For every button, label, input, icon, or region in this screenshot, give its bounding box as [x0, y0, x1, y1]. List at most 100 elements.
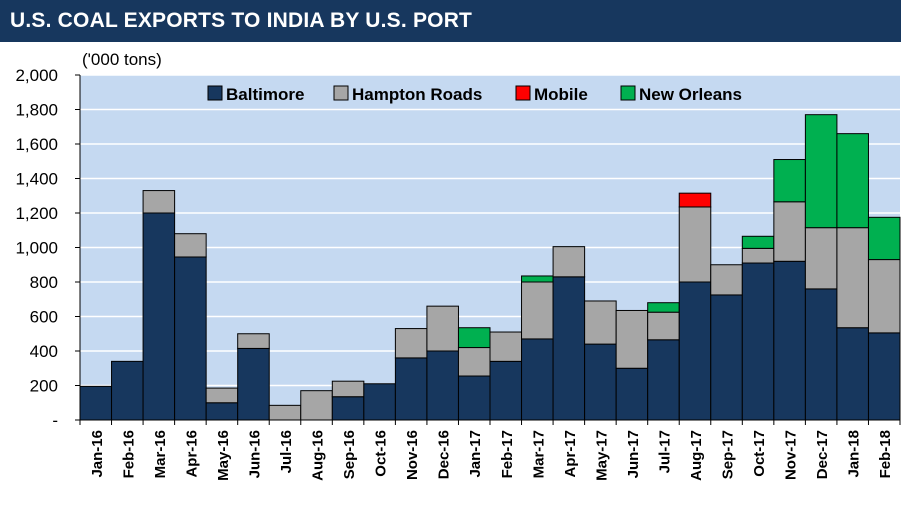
- bar-hampton-roads-sep-17: [710, 264, 743, 296]
- bar-baltimore-feb-16: [111, 360, 144, 421]
- x-tick-label: Dec-17: [814, 430, 831, 479]
- bar-hampton-roads-aug-16: [300, 390, 333, 421]
- x-tick-label: Oct-17: [751, 430, 768, 477]
- bar-baltimore-nov-16: [394, 357, 428, 421]
- legend-item-new-orleans: New Orleans: [620, 85, 742, 104]
- bar-hampton-roads-apr-16: [174, 233, 207, 258]
- bar-baltimore-feb-18: [867, 332, 901, 421]
- legend-label: Mobile: [534, 85, 588, 104]
- bar-mobile-aug-17: [678, 192, 712, 208]
- bar-hampton-roads-dec-17: [804, 227, 838, 290]
- bar-baltimore-oct-17: [741, 262, 775, 421]
- bar-new-orleans-oct-17: [741, 235, 775, 249]
- bar-new-orleans-jan-18: [836, 133, 869, 229]
- legend-swatch: [207, 85, 223, 101]
- bar-hampton-roads-nov-17: [773, 201, 806, 262]
- bar-baltimore-jan-17: [457, 375, 491, 421]
- unit-label: ('000 tons): [82, 50, 162, 69]
- bar-new-orleans-dec-17: [804, 114, 838, 229]
- legend-label: New Orleans: [639, 85, 742, 104]
- bar-baltimore-jun-17: [615, 367, 649, 421]
- x-tick-label: Oct-16: [373, 430, 390, 477]
- x-tick-label: May-16: [215, 430, 232, 481]
- y-tick-label: 1,400: [15, 170, 58, 189]
- title-bar: U.S. COAL EXPORTS TO INDIA BY U.S. PORT: [0, 0, 901, 42]
- bar-hampton-roads-jun-17: [615, 309, 649, 369]
- bar-baltimore-oct-16: [363, 383, 396, 421]
- bar-baltimore-mar-17: [521, 338, 554, 421]
- bar-new-orleans-nov-17: [773, 159, 806, 203]
- bar-hampton-roads-feb-18: [867, 259, 901, 334]
- x-tick-label: May-17: [593, 430, 610, 481]
- x-tick-label: Apr-16: [183, 430, 200, 478]
- x-tick-label: Jul-17: [656, 430, 673, 473]
- bar-new-orleans-feb-18: [867, 216, 901, 261]
- x-tick-label: Feb-17: [499, 430, 516, 478]
- y-tick-label: 600: [30, 308, 58, 327]
- x-tick-label: Jan-16: [89, 430, 106, 478]
- bar-hampton-roads-dec-16: [426, 305, 459, 352]
- y-tick-label: 400: [30, 342, 58, 361]
- legend-item-hampton-roads: Hampton Roads: [333, 85, 482, 104]
- bar-baltimore-dec-17: [804, 288, 838, 421]
- bar-hampton-roads-apr-17: [552, 246, 586, 278]
- bar-baltimore-sep-17: [710, 294, 743, 421]
- bar-baltimore-jul-17: [647, 339, 680, 421]
- bar-new-orleans-jan-17: [457, 327, 491, 349]
- bar-hampton-roads-jan-17: [457, 347, 491, 377]
- bar-hampton-roads-mar-17: [521, 281, 554, 340]
- bar-hampton-roads-feb-17: [489, 331, 523, 362]
- bar-new-orleans-jul-17: [647, 302, 680, 313]
- bar-baltimore-sep-16: [331, 396, 365, 421]
- bar-baltimore-nov-17: [773, 260, 806, 421]
- y-tick-label: 800: [30, 273, 58, 292]
- bar-hampton-roads-jun-16: [237, 333, 270, 349]
- bar-baltimore-mar-16: [142, 212, 176, 421]
- bar-baltimore-aug-17: [678, 281, 712, 421]
- chart-title: U.S. COAL EXPORTS TO INDIA BY U.S. PORT: [10, 9, 473, 32]
- bar-hampton-roads-nov-16: [394, 328, 428, 359]
- y-tick-label: 2,000: [15, 66, 58, 85]
- x-tick-label: Sep-17: [720, 430, 737, 479]
- x-tick-label: Nov-16: [404, 430, 421, 480]
- x-tick-label: Apr-17: [562, 430, 579, 478]
- bar-baltimore-jan-16: [79, 385, 113, 421]
- x-tick-label: Jun-17: [625, 430, 642, 478]
- x-tick-label: Mar-17: [530, 430, 547, 478]
- bar-hampton-roads-jul-16: [268, 404, 302, 421]
- x-tick-label: Feb-16: [120, 430, 137, 478]
- bar-baltimore-jun-16: [237, 347, 270, 421]
- y-tick-label: 1,600: [15, 135, 58, 154]
- bar-baltimore-feb-17: [489, 360, 523, 421]
- x-tick-label: Mar-16: [152, 430, 169, 478]
- legend-item-mobile: Mobile: [515, 85, 588, 104]
- bar-hampton-roads-may-17: [584, 300, 617, 345]
- x-tick-label: Jun-16: [246, 430, 263, 478]
- legend-label: Baltimore: [226, 85, 304, 104]
- x-tick-label: Dec-16: [436, 430, 453, 479]
- bar-hampton-roads-jul-17: [647, 311, 680, 341]
- y-tick-label: 1,000: [15, 239, 58, 258]
- x-tick-label: Aug-16: [310, 430, 327, 481]
- legend-swatch: [620, 85, 636, 101]
- legend-label: Hampton Roads: [352, 85, 482, 104]
- bar-hampton-roads-mar-16: [142, 190, 176, 214]
- bar-hampton-roads-sep-16: [331, 380, 365, 398]
- y-tick-label: 1,200: [15, 204, 58, 223]
- legend-item-baltimore: Baltimore: [207, 85, 304, 104]
- bar-baltimore-apr-17: [552, 276, 586, 421]
- x-tick-label: Feb-18: [877, 430, 894, 478]
- bar-hampton-roads-aug-17: [678, 206, 712, 283]
- bar-hampton-roads-oct-17: [741, 247, 775, 264]
- bar-baltimore-may-16: [205, 402, 239, 421]
- x-tick-label: Jul-16: [278, 430, 295, 473]
- x-tick-label: Jan-17: [467, 430, 484, 478]
- bar-baltimore-jan-18: [836, 327, 869, 421]
- y-tick-label: 200: [30, 377, 58, 396]
- x-tick-label: Nov-17: [783, 430, 800, 480]
- legend-swatch: [333, 85, 349, 101]
- x-tick-label: Jan-18: [846, 430, 863, 478]
- bar-baltimore-may-17: [584, 343, 617, 421]
- x-tick-label: Aug-17: [688, 430, 705, 481]
